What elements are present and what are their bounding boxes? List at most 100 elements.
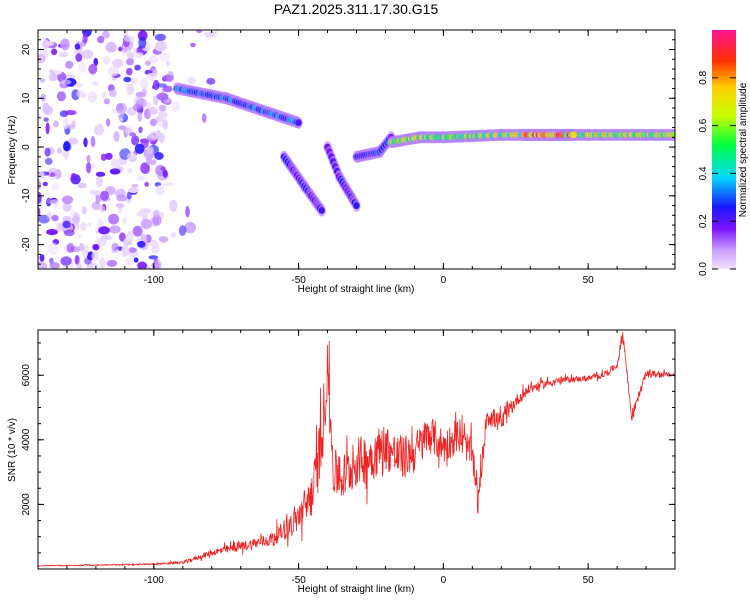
noise-blob (76, 90, 86, 98)
y-tick-label: 20 (21, 44, 32, 56)
noise-blob (156, 92, 169, 101)
noise-blob (73, 48, 83, 55)
noise-blob (71, 173, 77, 178)
noise-blob (60, 38, 70, 51)
noise-blob (135, 91, 146, 98)
noise-blob (45, 122, 50, 135)
noise-blob (154, 40, 167, 52)
noise-blob (138, 126, 143, 134)
noise-blob (74, 83, 84, 88)
noise-blob (77, 182, 87, 189)
noise-blob (109, 168, 121, 175)
noise-blob (38, 180, 42, 190)
noise-blob (82, 33, 88, 44)
noise-blob (134, 52, 144, 59)
noise-blob (95, 175, 103, 188)
noise-blob (196, 30, 203, 34)
y-tick-label: -20 (21, 237, 32, 252)
ridge-cell (353, 202, 360, 210)
noise-blob (146, 72, 157, 81)
noise-blob (201, 113, 207, 123)
y-tick-label: -10 (21, 188, 32, 203)
noise-blob (102, 91, 107, 99)
noise-blob (108, 213, 120, 225)
noise-blob (93, 57, 98, 67)
noise-blob (46, 211, 52, 220)
noise-blob (126, 230, 134, 242)
noise-blob (49, 73, 58, 82)
noise-blob (135, 98, 147, 109)
noise-blob (162, 119, 168, 131)
noise-blob (151, 243, 160, 254)
noise-blob (117, 206, 123, 213)
x-tick-label: 50 (583, 575, 595, 586)
noise-blob (127, 152, 137, 161)
noise-blob (90, 136, 96, 148)
noise-blob (160, 166, 166, 171)
noise-blob (102, 56, 111, 65)
noise-blob (86, 154, 91, 163)
noise-blob (50, 172, 56, 177)
noise-blob (103, 98, 110, 105)
noise-blob (115, 203, 125, 208)
noise-blob (185, 205, 190, 218)
noise-blob (39, 171, 45, 179)
noise-blob (95, 171, 106, 177)
noise-blob (126, 67, 133, 76)
noise-blob (149, 131, 162, 140)
noise-blob (92, 81, 99, 86)
noise-blob (49, 262, 60, 269)
noise-blob (108, 66, 120, 77)
noise-blob (62, 118, 69, 130)
noise-blob (154, 33, 166, 42)
noise-blob (100, 190, 110, 201)
noise-blob (47, 242, 60, 255)
noise-blob (165, 60, 170, 67)
noise-blob (83, 243, 89, 255)
snr-series-line (38, 332, 675, 567)
noise-blob (123, 76, 132, 83)
noise-blob (98, 226, 110, 235)
snr-y-axis-label: SNR (10 * v/v) (7, 418, 18, 482)
x-tick-label: 0 (441, 575, 447, 586)
noise-blob (132, 225, 143, 237)
noise-blob (92, 244, 100, 251)
noise-blob (184, 221, 197, 234)
noise-blob (88, 63, 98, 75)
noise-blob (38, 53, 46, 64)
noise-blob (125, 257, 134, 266)
noise-blob (51, 183, 61, 191)
noise-blob (153, 79, 160, 91)
noise-blob (117, 109, 125, 119)
noise-blob (49, 69, 55, 75)
noise-blob (44, 157, 53, 165)
noise-blob (74, 254, 80, 265)
chart-title: PAZ1.2025.311.17.30.G15 (274, 1, 439, 17)
noise-blob (58, 51, 69, 58)
noise-blob (60, 256, 72, 266)
y-tick-label: 4000 (21, 428, 32, 451)
noise-blob (146, 145, 154, 155)
noise-blob (95, 123, 104, 135)
noise-blob (39, 254, 45, 262)
noise-blob (78, 243, 85, 252)
noise-blob (133, 257, 139, 263)
noise-blob (44, 147, 51, 157)
noise-blob (97, 238, 107, 247)
snr-panel: -100 -50 0 50 2000 4000 6000 Height of straig… (7, 329, 676, 595)
colorbar-tick-label: 0.0 (698, 262, 709, 276)
noise-blob (206, 78, 216, 85)
noise-blob (121, 245, 130, 257)
noise-blob (61, 195, 74, 205)
ridge-cell (295, 119, 302, 127)
colorbar-tick-label: 0.6 (698, 118, 709, 132)
noise-blob (90, 262, 99, 269)
ridge-cell (570, 131, 577, 139)
noise-blob (134, 64, 141, 71)
noise-blob (131, 183, 139, 188)
noise-blob (162, 74, 174, 82)
colorbar-gradient (712, 30, 736, 269)
noise-blob (118, 46, 123, 52)
